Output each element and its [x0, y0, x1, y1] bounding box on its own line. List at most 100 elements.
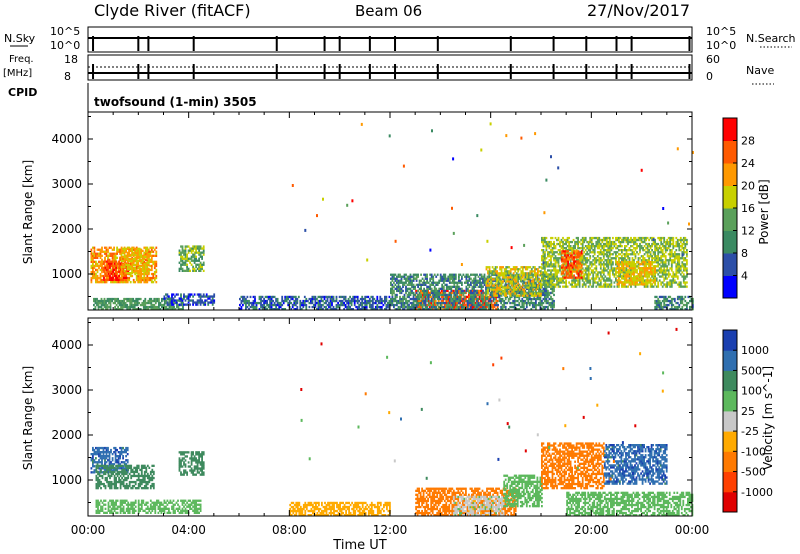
- heatmap-cell: [519, 299, 522, 303]
- heatmap-cell: [551, 301, 554, 305]
- heatmap-cell: [682, 238, 685, 242]
- heatmap-cell: [184, 269, 187, 272]
- heatmap-cell: [586, 265, 589, 268]
- heatmap-cell: [175, 301, 178, 304]
- heatmap-cell: [107, 256, 109, 259]
- heatmap-cell: [602, 279, 605, 282]
- heatmap-cell: [106, 266, 108, 269]
- heatmap-cell: [542, 308, 545, 311]
- heatmap-cell: [165, 301, 168, 305]
- heatmap-cell: [430, 273, 433, 276]
- heatmap-cell: [451, 308, 454, 311]
- heatmap-cell: [391, 293, 394, 297]
- heatmap-cell: [110, 278, 113, 281]
- heatmap-cell: [472, 305, 475, 309]
- heatmap-cell: [93, 276, 96, 280]
- heatmap-cell: [181, 257, 184, 260]
- heatmap-cell: [572, 277, 575, 280]
- heatmap-cell: [528, 277, 531, 280]
- heatmap-cell: [438, 297, 441, 301]
- heatmap-cell: [127, 308, 130, 311]
- heatmap-cell: [630, 236, 632, 240]
- heatmap-cell: [496, 266, 498, 269]
- heatmap-cell: [476, 308, 478, 311]
- heatmap-cell: [559, 251, 561, 254]
- heatmap-cell: [542, 305, 545, 309]
- heatmap-cell: [657, 255, 660, 258]
- heatmap-cell: [134, 253, 137, 257]
- heatmap-cell: [615, 271, 617, 274]
- heatmap-cell: [109, 266, 111, 269]
- heatmap-cell: [141, 301, 144, 305]
- heatmap-cell: [129, 297, 132, 301]
- heatmap-cell: [511, 282, 514, 285]
- heatmap-cell: [675, 281, 678, 284]
- heatmap-cell: [147, 308, 150, 311]
- heatmap-cell: [494, 273, 496, 276]
- heatmap-cell: [584, 259, 587, 262]
- heatmap-cell: [506, 287, 509, 290]
- heatmap-cell: [424, 291, 427, 295]
- heatmap-cell: [667, 259, 670, 262]
- heatmap-cell: [193, 259, 196, 262]
- heatmap-cell: [477, 305, 480, 309]
- heatmap-cell: [634, 247, 637, 250]
- heatmap-cell: [123, 299, 125, 303]
- heatmap-cell: [599, 265, 602, 268]
- heatmap-cell: [166, 303, 169, 306]
- heatmap-cell: [456, 305, 459, 309]
- heatmap-cell: [542, 297, 545, 301]
- heatmap-cell: [534, 268, 536, 271]
- heatmap-cell: [616, 236, 619, 240]
- heatmap-cell: [186, 257, 188, 260]
- heatmap-cell: [213, 299, 216, 302]
- heatmap-cell: [102, 274, 105, 278]
- heatmap-cell: [537, 278, 539, 281]
- heatmap-cell: [513, 301, 516, 305]
- heatmap-cell: [415, 295, 418, 299]
- heatmap-cell: [531, 275, 534, 278]
- heatmap-cell: [438, 287, 441, 290]
- heatmap-cell: [637, 277, 640, 280]
- heatmap-cell: [557, 271, 560, 274]
- heatmap-cell: [115, 264, 117, 267]
- heatmap-cell: [589, 238, 592, 242]
- heatmap-cell: [462, 291, 465, 295]
- heatmap-cell: [663, 283, 666, 286]
- heatmap-cell: [487, 276, 489, 279]
- heatmap-cell: [575, 240, 578, 244]
- heatmap-cell: [107, 250, 109, 253]
- heatmap-cell: [581, 261, 584, 264]
- heatmap-cell: [559, 242, 561, 246]
- heatmap-cell: [180, 301, 183, 305]
- heatmap-cell: [104, 270, 106, 274]
- heatmap-cell: [496, 276, 498, 279]
- heatmap-cell: [103, 262, 105, 265]
- heatmap-cell: [508, 278, 511, 281]
- heatmap-cell: [602, 245, 605, 248]
- heatmap-cell: [180, 255, 182, 258]
- heatmap-cell: [556, 279, 558, 282]
- heatmap-cell: [473, 285, 475, 288]
- heatmap-cell: [483, 303, 485, 307]
- heatmap-cell: [493, 268, 495, 271]
- heatmap-cell: [473, 301, 475, 305]
- heatmap-cell: [455, 295, 458, 299]
- heatmap-cell: [126, 265, 129, 269]
- heatmap-cell: [599, 285, 602, 288]
- heatmap-cell: [670, 249, 673, 252]
- heatmap-cell: [672, 273, 675, 276]
- heatmap-cell: [493, 272, 495, 275]
- heatmap-cell: [153, 270, 156, 274]
- heatmap-cell: [118, 270, 120, 273]
- heatmap-cell: [544, 271, 546, 274]
- heatmap-cell: [174, 301, 177, 305]
- heatmap-cell: [94, 299, 97, 303]
- heatmap-cell: [646, 253, 649, 256]
- heatmap-cell: [643, 240, 646, 244]
- heatmap-cell: [541, 240, 543, 244]
- heatmap-cell: [500, 266, 503, 269]
- heatmap-cell: [134, 247, 137, 250]
- heatmap-cell: [648, 259, 650, 262]
- heatmap-cell: [453, 277, 456, 280]
